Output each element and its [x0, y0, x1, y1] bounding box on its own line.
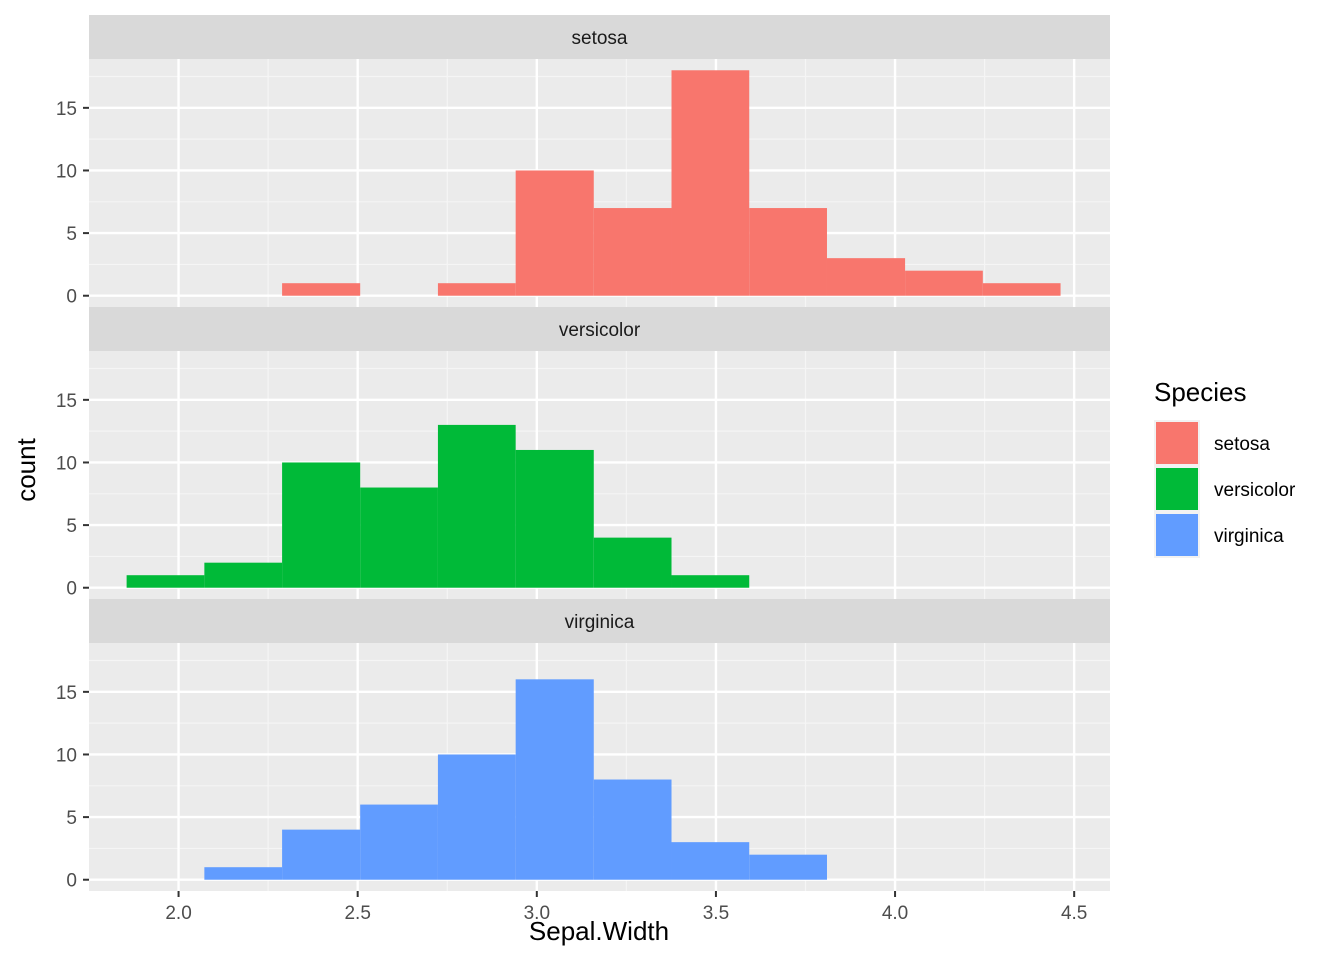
bar-versicolor	[204, 562, 283, 588]
y-tick-label: 10	[56, 161, 77, 182]
facet-panels: setosa 0 5 10 15 versicolor 0 5 10 15 virginica 0 5 1…	[56, 15, 1110, 892]
bar-virginica	[437, 754, 516, 880]
facet-strip-label: virginica	[565, 612, 635, 633]
y-tick-label: 0	[66, 579, 77, 600]
bar-versicolor	[515, 449, 594, 588]
facet-setosa: setosa 0 5 10 15	[56, 15, 1110, 308]
x-axis: 2.0 2.5 3.0 3.5 4.0 4.5	[165, 891, 1087, 924]
x-tick-label: 3.5	[703, 903, 729, 924]
y-tick-label: 5	[66, 808, 77, 829]
y-tick-label: 10	[56, 745, 77, 766]
bar-virginica	[204, 867, 283, 880]
facet-strip-label: versicolor	[559, 320, 641, 341]
facet-strip	[89, 15, 1110, 59]
x-tick-label: 2.5	[344, 903, 370, 924]
bar-versicolor	[437, 424, 516, 588]
x-tick-label: 4.5	[1061, 903, 1087, 924]
x-axis-title: Sepal.Width	[529, 916, 669, 946]
x-tick-label: 3.0	[524, 903, 550, 924]
facet-strip-label: setosa	[572, 28, 628, 49]
bar-setosa	[749, 208, 827, 296]
bar-setosa	[515, 170, 594, 296]
facet-strip	[89, 307, 1110, 351]
bar-virginica	[671, 842, 750, 880]
y-tick-label: 0	[66, 871, 77, 892]
y-tick-label: 5	[66, 224, 77, 245]
bar-virginica	[282, 829, 361, 880]
bar-setosa	[982, 283, 1061, 296]
bar-setosa	[905, 270, 983, 296]
y-tick-label: 5	[66, 516, 77, 537]
bar-versicolor	[360, 487, 438, 588]
y-tick-label: 15	[56, 391, 77, 412]
facet-strip	[89, 599, 1110, 643]
bar-setosa	[593, 208, 672, 296]
legend-key-virginica	[1156, 514, 1198, 556]
bar-virginica	[515, 679, 594, 880]
legend-label-setosa: setosa	[1214, 434, 1270, 455]
bar-virginica	[749, 854, 827, 880]
legend-key-setosa	[1156, 422, 1198, 464]
legend-key-versicolor	[1156, 468, 1198, 510]
bar-versicolor	[126, 575, 205, 588]
y-tick-label: 0	[66, 287, 77, 308]
legend-label-virginica: virginica	[1214, 526, 1284, 547]
bar-setosa	[826, 258, 906, 296]
y-axis-title: count	[11, 437, 41, 501]
bar-versicolor	[671, 575, 750, 588]
legend-title: Species	[1154, 377, 1247, 407]
x-tick-label: 2.0	[165, 903, 191, 924]
x-tick-label: 4.0	[882, 903, 908, 924]
facet-virginica: virginica 0 5 10 15	[56, 599, 1110, 892]
bar-virginica	[593, 779, 672, 880]
facet-versicolor: versicolor 0 5 10 15	[56, 307, 1110, 600]
bar-setosa	[671, 70, 750, 296]
legend: Species setosa versicolor virginica	[1154, 377, 1296, 558]
y-tick-label: 15	[56, 99, 77, 120]
bar-setosa	[282, 283, 361, 296]
bar-setosa	[437, 283, 516, 296]
bar-versicolor	[593, 537, 672, 588]
bar-virginica	[360, 804, 438, 880]
y-tick-label: 15	[56, 683, 77, 704]
bar-versicolor	[282, 462, 361, 588]
y-tick-label: 10	[56, 453, 77, 474]
legend-label-versicolor: versicolor	[1214, 480, 1296, 501]
